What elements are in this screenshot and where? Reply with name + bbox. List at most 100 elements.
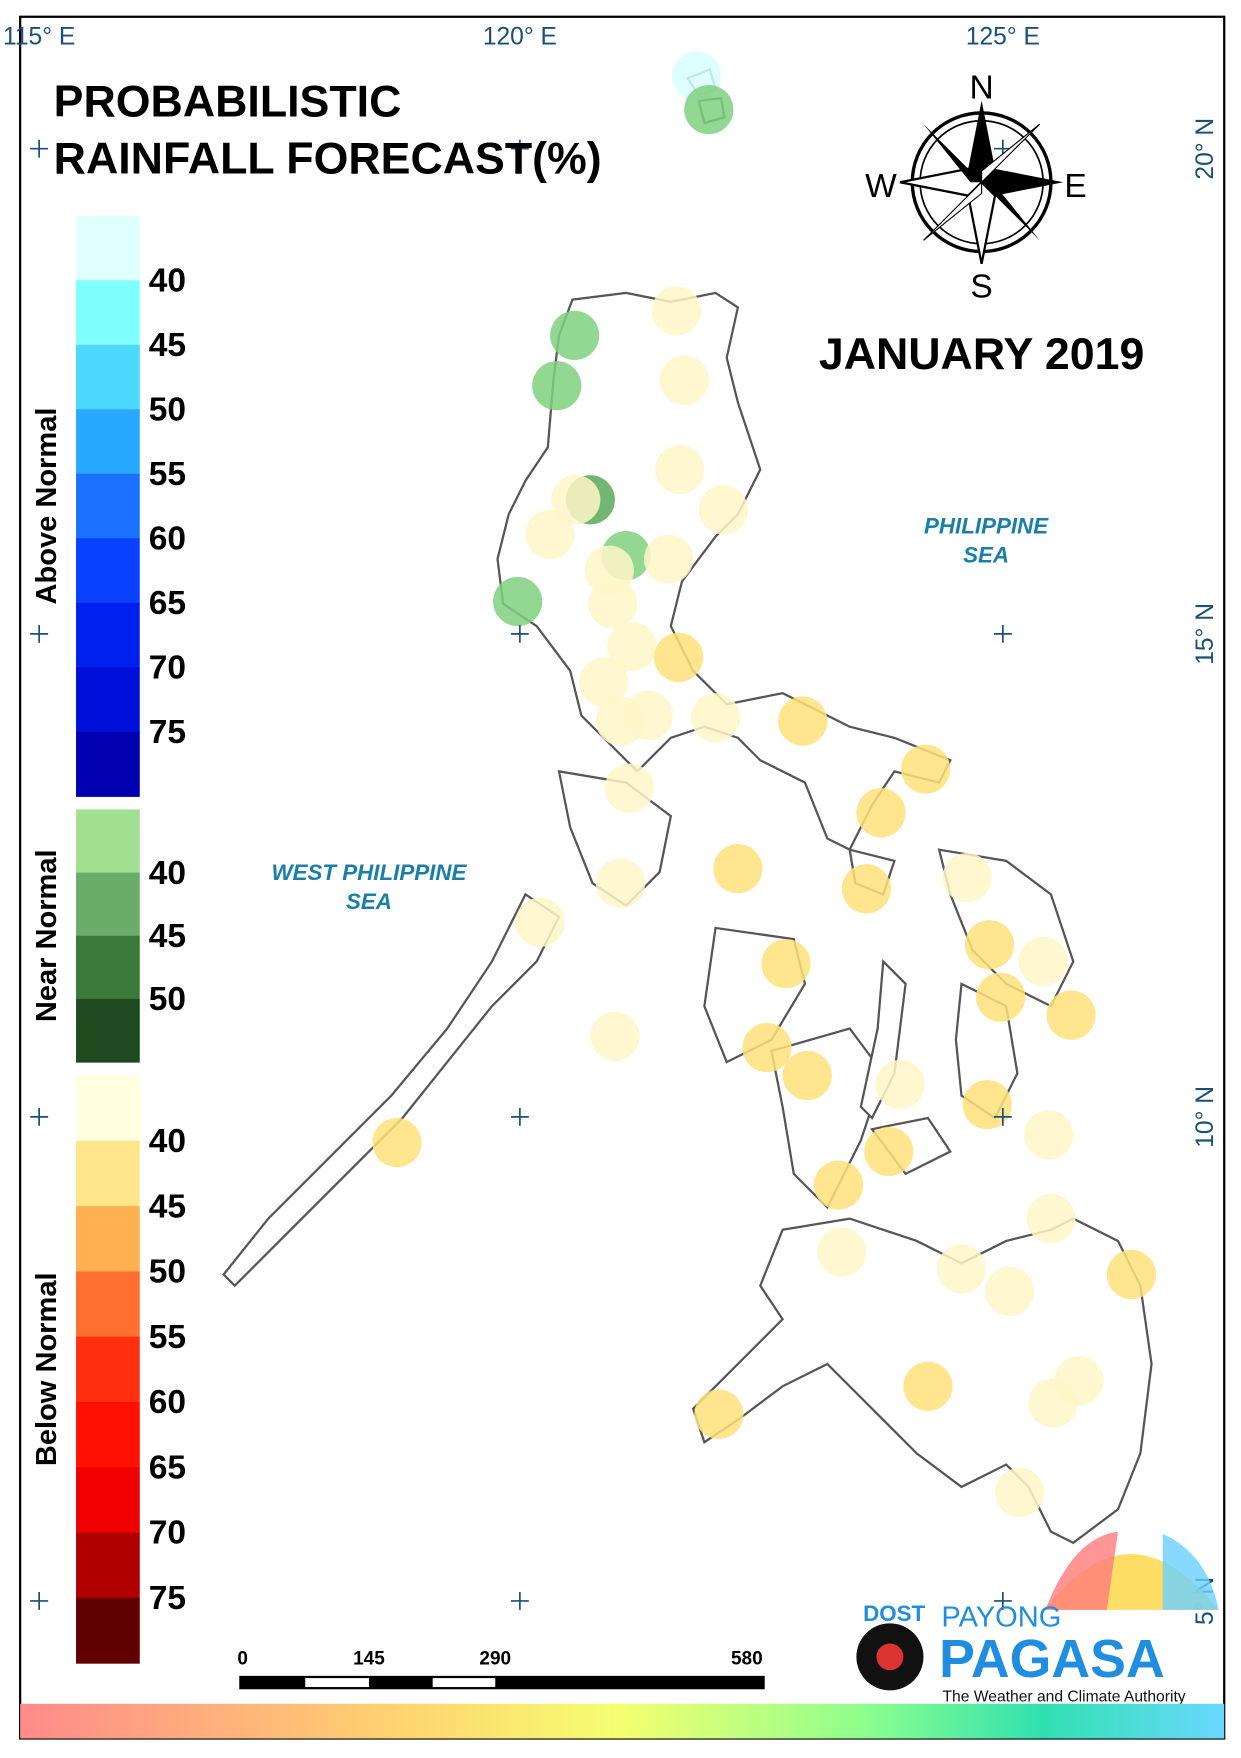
forecast-circle	[1046, 990, 1096, 1040]
forecast-circle	[984, 1266, 1035, 1316]
legend-tick: 50	[149, 981, 186, 1018]
forecast-circle	[515, 897, 565, 947]
legend-group-label: Above Normal	[31, 408, 63, 605]
forecast-circle	[875, 1059, 925, 1110]
legend-tick: 75	[149, 714, 186, 751]
longitude-label: 125° E	[966, 24, 1040, 51]
legend-tick: 70	[149, 650, 186, 687]
legend-tick: 50	[149, 1254, 186, 1291]
forecast-circle	[964, 920, 1015, 970]
legend-tick: 50	[149, 391, 186, 428]
forecast-circle	[942, 853, 992, 903]
forecast-circle	[813, 1160, 864, 1210]
forecast-circle	[654, 632, 704, 682]
scale-label: 0	[237, 1649, 248, 1670]
legend-swatch	[76, 1271, 140, 1338]
forecast-circle	[550, 310, 600, 360]
legend-swatch	[76, 602, 140, 668]
forecast-circle	[962, 1079, 1012, 1130]
forecast-circle	[817, 1227, 867, 1277]
forecast-circle	[1018, 936, 1068, 987]
forecast-circle	[995, 1467, 1045, 1518]
footer-band	[20, 1703, 1225, 1739]
forecast-circle	[588, 579, 638, 629]
legend-swatch	[76, 935, 140, 1000]
logo: DOST PAYONG PAGASA The Weather and Clima…	[856, 1531, 1219, 1706]
forecast-circle	[713, 844, 763, 894]
legend-swatch	[76, 809, 140, 874]
legend-tick: 40	[149, 855, 186, 892]
forecast-circle	[936, 1244, 987, 1294]
forecast-circle	[607, 621, 657, 671]
legend-swatch	[76, 1336, 140, 1403]
sea-label: SEA	[346, 889, 392, 914]
forecast-circle	[643, 534, 694, 584]
legend-swatch	[76, 1075, 140, 1142]
scale-label: 290	[479, 1649, 511, 1670]
logo-brand-top: PAYONG	[941, 1602, 1061, 1634]
legend-group-label: Near Normal	[31, 849, 63, 1022]
legend-tick: 45	[149, 327, 186, 364]
forecast-circle	[778, 696, 828, 746]
legend-tick: 55	[149, 1319, 186, 1356]
legend-tick: 60	[149, 520, 186, 557]
legend-tick: 65	[149, 585, 186, 622]
scale-label: 145	[353, 1649, 385, 1670]
forecast-circle	[532, 361, 582, 411]
sea-label: PHILIPPINE	[924, 513, 1049, 538]
title-line: PROBABILISTIC	[54, 77, 402, 126]
legend-group-label: Below Normal	[31, 1272, 63, 1466]
legend-swatch	[76, 731, 140, 797]
forecast-circle	[579, 657, 629, 707]
logo-brand: PAGASA	[939, 1629, 1165, 1689]
forecast-circle	[690, 693, 741, 743]
forecast-circle	[742, 1022, 792, 1073]
forecast-circle	[659, 355, 709, 405]
logo-tagline: The Weather and Climate Authority	[942, 1689, 1185, 1706]
compass-s: S	[970, 268, 992, 305]
forecast-circle	[372, 1117, 422, 1168]
longitude-label: 115° E	[3, 24, 75, 51]
forecast-circle	[694, 1389, 744, 1439]
latitude-label: 10° N	[1192, 1086, 1219, 1148]
legend-tick: 45	[149, 918, 186, 955]
legend-swatch	[76, 998, 140, 1063]
forecast-circle	[761, 939, 811, 989]
forecast-circles	[372, 51, 1157, 1518]
legend-tick: 70	[149, 1515, 186, 1552]
legend-swatch	[76, 215, 140, 281]
legend-swatch	[76, 409, 140, 475]
latitude-label: 20° N	[1192, 118, 1219, 180]
latitude-label: 15° N	[1192, 603, 1219, 665]
legend-swatch	[76, 1467, 140, 1534]
legend-swatch	[76, 1140, 140, 1207]
forecast-circle	[604, 763, 655, 813]
title-line: RAINFALL FORECAST(%)	[54, 134, 602, 183]
legend-tick: 55	[149, 456, 186, 493]
legend-tick: 60	[149, 1384, 186, 1421]
compass-e: E	[1064, 168, 1086, 205]
longitude-label: 120° E	[483, 24, 557, 51]
scale-bar: 0 145 290 580	[237, 1649, 765, 1690]
forecast-circle	[595, 858, 646, 908]
compass-n: N	[969, 69, 993, 106]
forecast-circle	[841, 864, 892, 914]
forecast-circle	[976, 972, 1026, 1022]
forecast-circle	[525, 509, 575, 559]
forecast-circle	[782, 1050, 832, 1101]
forecast-circle	[1028, 1378, 1078, 1428]
legend-swatch	[76, 872, 140, 937]
legend-swatch	[76, 1401, 140, 1468]
sea-label: WEST PHILIPPINE	[271, 860, 467, 885]
forecast-circle	[901, 744, 951, 794]
logo-agency: DOST	[863, 1601, 925, 1626]
forecast-circle	[1024, 1110, 1074, 1160]
scale-label: 580	[731, 1649, 763, 1670]
legend-tick: 45	[149, 1188, 186, 1225]
forecast-circle	[1026, 1194, 1076, 1244]
forecast-circle	[551, 475, 601, 525]
forecast-circle	[684, 84, 734, 135]
legend-swatch	[76, 667, 140, 733]
forecast-circle	[655, 444, 705, 495]
